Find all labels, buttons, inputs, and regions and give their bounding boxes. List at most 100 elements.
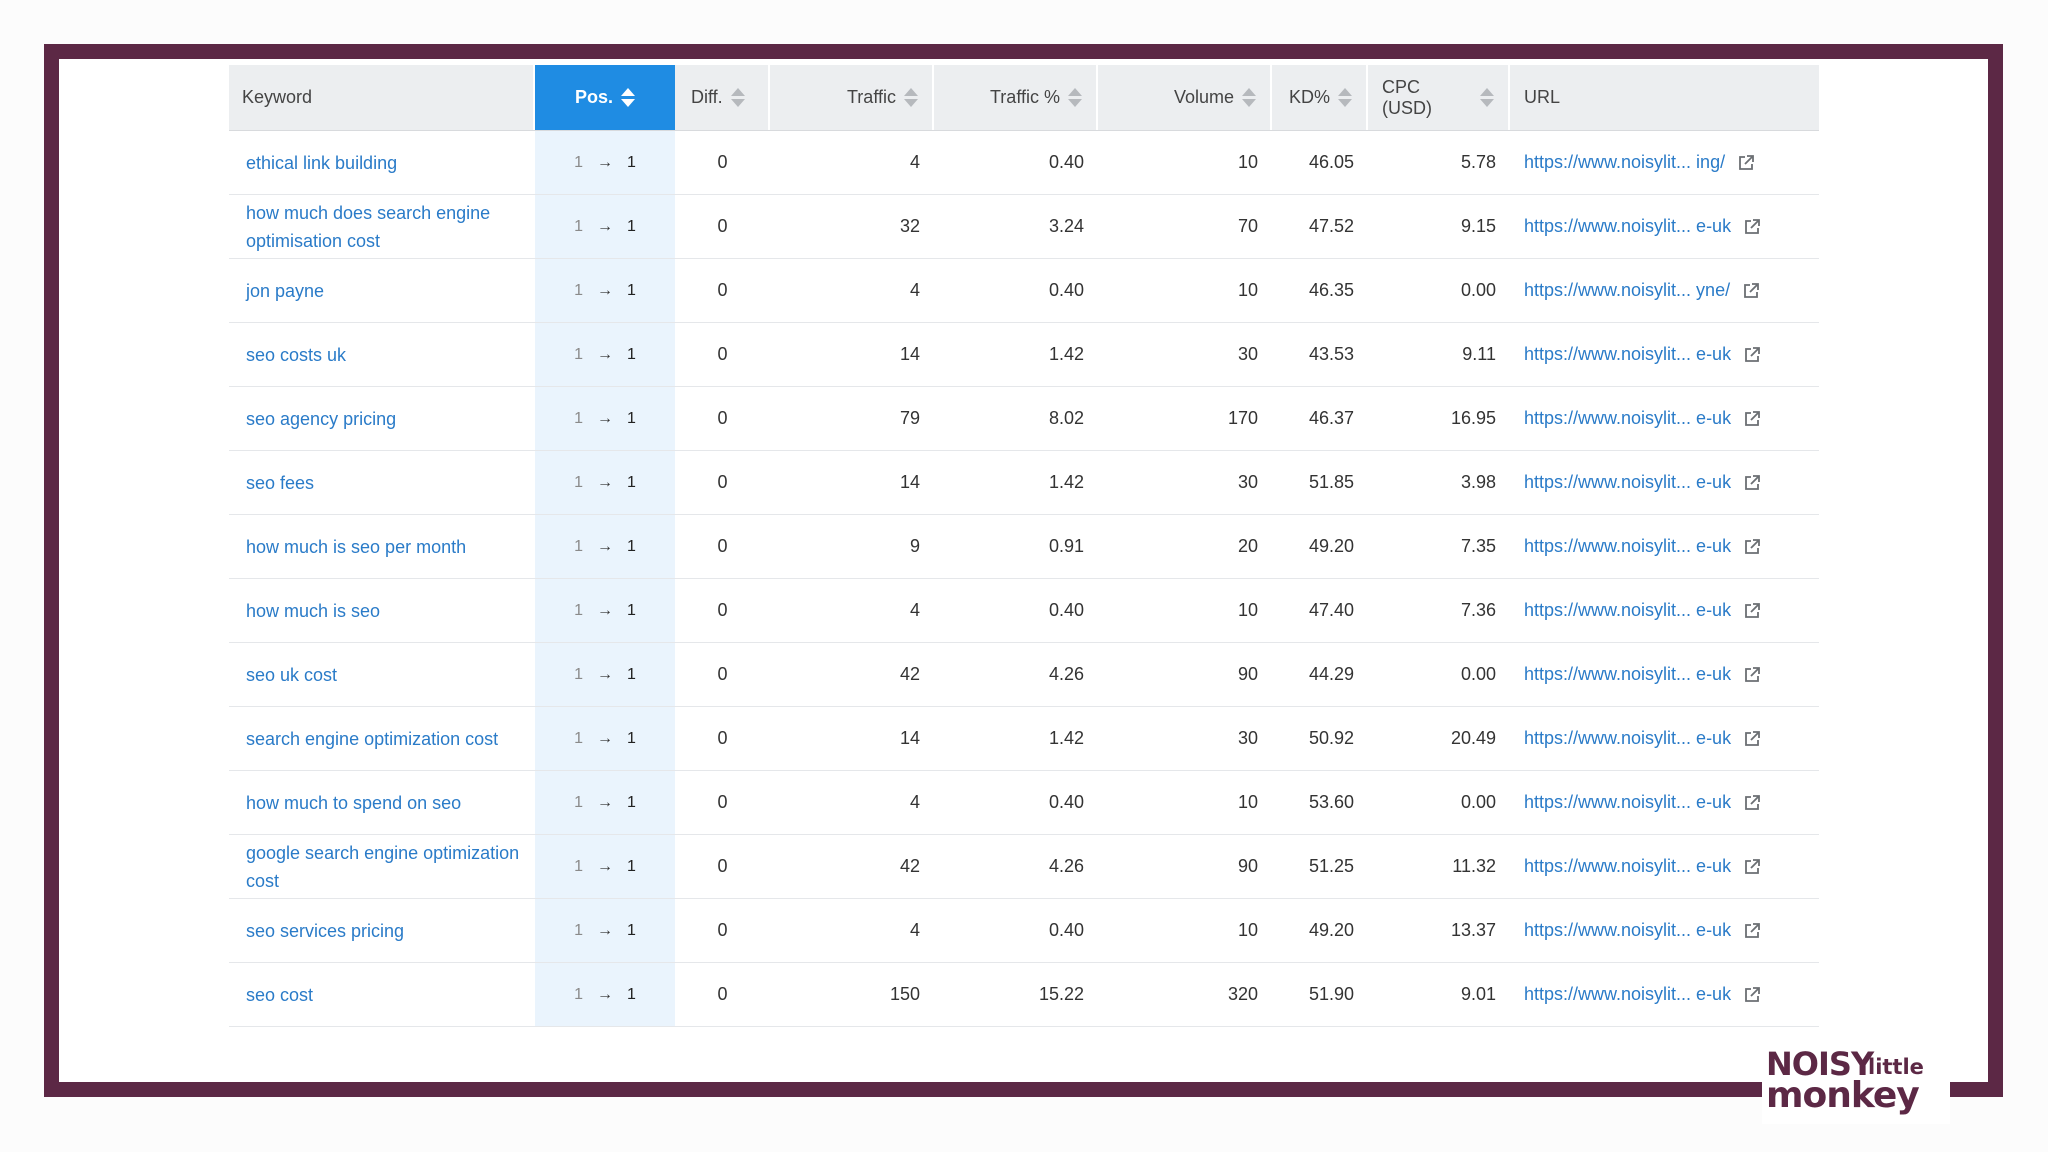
url-cell: https://www.noisylit... ing/ — [1510, 131, 1819, 194]
col-header-label: Diff. — [691, 87, 723, 107]
frame-right — [1988, 44, 2003, 1097]
cpc-cell: 0.00 — [1460, 280, 1496, 300]
url-link[interactable]: https://www.noisylit... e-uk — [1524, 792, 1732, 812]
url-link[interactable]: https://www.noisylit... e-uk — [1524, 856, 1732, 876]
url-link[interactable]: https://www.noisylit... e-uk — [1524, 920, 1732, 940]
external-link-icon[interactable] — [1743, 474, 1761, 492]
sort-icon — [730, 88, 745, 107]
col-header-pos[interactable]: Pos. — [535, 65, 675, 130]
volume-cell: 10 — [1237, 152, 1258, 172]
keyword-link[interactable]: jon payne — [246, 280, 325, 301]
col-header-label: Traffic — [846, 87, 896, 107]
keyword-link[interactable]: seo costs uk — [246, 344, 347, 365]
cpc-cell: 3.98 — [1460, 472, 1496, 492]
table-row: search engine optimization cost 1 → 1 0 14 1.4… — [229, 707, 1819, 771]
external-link-icon[interactable] — [1743, 666, 1761, 684]
col-header-kd[interactable]: KD% — [1272, 65, 1368, 130]
traffic-cell: 4 — [909, 152, 920, 172]
keyword-cell: seo services pricing — [229, 899, 535, 962]
keyword-link[interactable]: how much does search engine optimisation… — [246, 202, 491, 251]
traffic-percent-cell: 8.02 — [1048, 408, 1084, 428]
table-row: seo fees 1 → 1 0 14 1.42 30 51.85 3.98 https://www… — [229, 451, 1819, 515]
keyword-link[interactable]: how much to spend on seo — [246, 792, 462, 813]
table-row: how much to spend on seo 1 → 1 0 4 0.40 10 53.60… — [229, 771, 1819, 835]
external-link-icon[interactable] — [1743, 986, 1761, 1004]
arrow-right-icon: → — [597, 153, 613, 171]
keyword-cell: search engine optimization cost — [229, 707, 535, 770]
diff-cell: 0 — [717, 792, 728, 812]
external-link-icon[interactable] — [1743, 794, 1761, 812]
col-header-cpc[interactable]: CPC (USD) — [1368, 65, 1510, 130]
col-header-label: Volume — [1173, 87, 1234, 107]
keyword-link[interactable]: search engine optimization cost — [246, 728, 499, 749]
traffic-percent-cell: 1.42 — [1048, 472, 1084, 492]
external-link-icon[interactable] — [1742, 282, 1760, 300]
diff-cell: 0 — [717, 152, 728, 172]
url-link[interactable]: https://www.noisylit... e-uk — [1524, 664, 1732, 684]
arrow-right-icon: → — [597, 345, 613, 363]
position-current: 1 — [627, 409, 636, 427]
external-link-icon[interactable] — [1743, 346, 1761, 364]
col-header-traffic-percent[interactable]: Traffic % — [934, 65, 1098, 130]
sort-icon — [1338, 88, 1352, 107]
external-link-icon[interactable] — [1743, 730, 1761, 748]
keyword-link[interactable]: how much is seo — [246, 600, 381, 621]
external-link-icon[interactable] — [1743, 922, 1761, 940]
kd-cell: 46.35 — [1308, 280, 1354, 300]
position-previous: 1 — [574, 665, 583, 683]
url-link[interactable]: https://www.noisylit... e-uk — [1524, 216, 1732, 236]
external-link-icon[interactable] — [1743, 602, 1761, 620]
url-link[interactable]: https://www.noisylit... e-uk — [1524, 344, 1732, 364]
frame-left — [44, 44, 59, 1097]
table-row: how much is seo 1 → 1 0 4 0.40 10 47.40 7.36 https… — [229, 579, 1819, 643]
keyword-link[interactable]: ethical link building — [246, 152, 398, 173]
url-link[interactable]: https://www.noisylit... ing/ — [1524, 152, 1726, 172]
url-cell: https://www.noisylit... e-uk — [1510, 899, 1819, 962]
position-current: 1 — [627, 729, 636, 747]
url-link[interactable]: https://www.noisylit... e-uk — [1524, 728, 1732, 748]
traffic-percent-cell: 0.40 — [1048, 280, 1084, 300]
url-link[interactable]: https://www.noisylit... e-uk — [1524, 408, 1732, 428]
external-link-icon[interactable] — [1737, 154, 1755, 172]
diff-cell: 0 — [717, 984, 728, 1004]
external-link-icon[interactable] — [1743, 218, 1761, 236]
table-row: seo uk cost 1 → 1 0 42 4.26 90 44.29 0.00 https://… — [229, 643, 1819, 707]
keyword-link[interactable]: how much is seo per month — [246, 536, 467, 557]
traffic-cell: 42 — [899, 856, 920, 876]
url-cell: https://www.noisylit... e-uk — [1510, 835, 1819, 898]
col-header-volume[interactable]: Volume — [1098, 65, 1272, 130]
keyword-link[interactable]: seo agency pricing — [246, 408, 397, 429]
url-link[interactable]: https://www.noisylit... e-uk — [1524, 536, 1732, 556]
arrow-right-icon: → — [597, 217, 613, 235]
external-link-icon[interactable] — [1743, 858, 1761, 876]
keyword-link[interactable]: seo uk cost — [246, 664, 338, 685]
keyword-link[interactable]: google search engine optimization cost — [246, 842, 520, 891]
arrow-right-icon: → — [597, 537, 613, 555]
keyword-link[interactable]: seo fees — [246, 472, 315, 493]
cpc-cell: 0.00 — [1460, 792, 1496, 812]
position-current: 1 — [627, 473, 636, 491]
traffic-percent-cell: 0.40 — [1048, 792, 1084, 812]
url-link[interactable]: https://www.noisylit... e-uk — [1524, 984, 1732, 1004]
keyword-link[interactable]: seo cost — [246, 984, 314, 1005]
volume-cell: 20 — [1237, 536, 1258, 556]
traffic-percent-cell: 3.24 — [1048, 216, 1084, 236]
url-link[interactable]: https://www.noisylit... e-uk — [1524, 600, 1732, 620]
url-cell: https://www.noisylit... e-uk — [1510, 963, 1819, 1026]
cpc-cell: 5.78 — [1460, 152, 1496, 172]
external-link-icon[interactable] — [1743, 410, 1761, 428]
traffic-percent-cell: 0.40 — [1048, 600, 1084, 620]
col-header-traffic[interactable]: Traffic — [770, 65, 934, 130]
col-header-diff[interactable]: Diff. — [675, 65, 770, 130]
keyword-cell: ethical link building — [229, 131, 535, 194]
url-cell: https://www.noisylit... e-uk — [1510, 515, 1819, 578]
url-cell: https://www.noisylit... e-uk — [1510, 707, 1819, 770]
url-link[interactable]: https://www.noisylit... e-uk — [1524, 472, 1732, 492]
col-header-keyword[interactable]: Keyword — [229, 65, 535, 130]
url-link[interactable]: https://www.noisylit... yne/ — [1524, 280, 1731, 300]
url-cell: https://www.noisylit... e-uk — [1510, 387, 1819, 450]
traffic-percent-cell: 0.91 — [1048, 536, 1084, 556]
external-link-icon[interactable] — [1743, 538, 1761, 556]
slide-content-area — [59, 59, 1988, 1082]
keyword-link[interactable]: seo services pricing — [246, 920, 405, 941]
